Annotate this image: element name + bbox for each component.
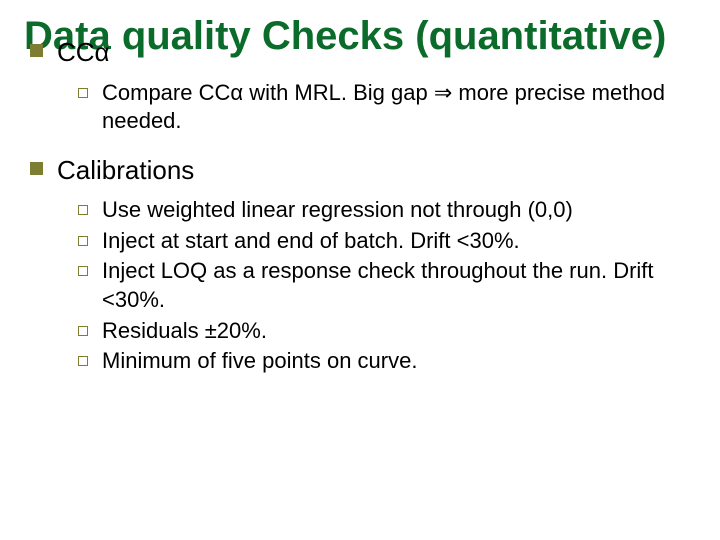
- list-item: Calibrations: [30, 154, 696, 187]
- list-item: Compare CCα with MRL. Big gap ⇒ more pre…: [78, 79, 696, 136]
- list-item: Inject LOQ as a response check throughou…: [78, 257, 696, 314]
- sub-item-text: Residuals ±20%.: [102, 317, 267, 346]
- list-item: Residuals ±20%.: [78, 317, 696, 346]
- bullet-square-icon: [30, 162, 43, 175]
- sub-item-text: Use weighted linear regression not throu…: [102, 196, 573, 225]
- bullet-outline-square-icon: [78, 236, 88, 246]
- sublist: Use weighted linear regression not throu…: [78, 196, 696, 376]
- bullet-outline-square-icon: [78, 356, 88, 366]
- section-heading: Calibrations: [57, 154, 194, 187]
- sub-item-text: Inject at start and end of batch. Drift …: [102, 227, 520, 256]
- sublist: Compare CCα with MRL. Big gap ⇒ more pre…: [78, 79, 696, 136]
- list-item: Inject at start and end of batch. Drift …: [78, 227, 696, 256]
- sub-item-text: Compare CCα with MRL. Big gap ⇒ more pre…: [102, 79, 696, 136]
- bullet-outline-square-icon: [78, 266, 88, 276]
- bullet-outline-square-icon: [78, 326, 88, 336]
- sub-item-text: Minimum of five points on curve.: [102, 347, 417, 376]
- sub-item-text: Inject LOQ as a response check throughou…: [102, 257, 696, 314]
- slide: Data quality Checks (quantitative) CCα C…: [0, 0, 720, 540]
- bullet-outline-square-icon: [78, 88, 88, 98]
- list-item: Minimum of five points on curve.: [78, 347, 696, 376]
- bullet-outline-square-icon: [78, 205, 88, 215]
- slide-content: CCα Compare CCα with MRL. Big gap ⇒ more…: [24, 36, 696, 376]
- section-heading: CCα: [57, 36, 110, 69]
- list-item: CCα: [30, 36, 696, 69]
- list-item: Use weighted linear regression not throu…: [78, 196, 696, 225]
- bullet-square-icon: [30, 44, 43, 57]
